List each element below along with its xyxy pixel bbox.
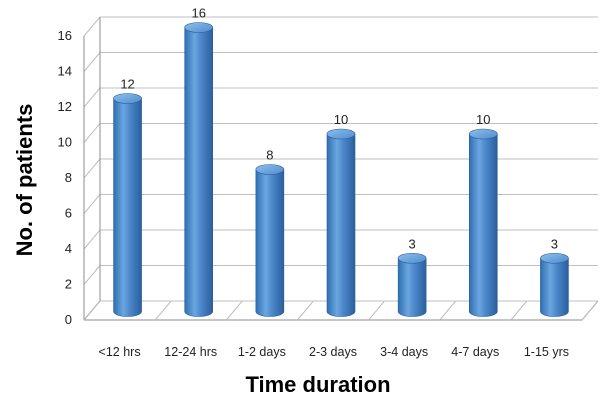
bar [113, 93, 142, 317]
y-axis-title: No. of patients [12, 104, 37, 257]
x-tick-label: 1-2 days [238, 345, 286, 359]
bar-body [255, 169, 285, 317]
gridline-side-12 [83, 87, 101, 108]
bar-body [184, 27, 214, 317]
bar [468, 128, 498, 317]
x-axis-title: Time duration [245, 372, 390, 397]
gridline-side-10 [83, 123, 101, 143]
floor-divider [368, 300, 385, 321]
bar-body [397, 257, 427, 317]
x-tick-labels: <12 hrs 12-24 hrs 1-2 days 2-3 days 3-4 days… [99, 345, 569, 359]
bar-top [540, 252, 569, 264]
x-tick-label: 2-3 days [309, 345, 357, 359]
data-label: 10 [334, 112, 348, 127]
bar-body [113, 98, 142, 317]
bar-top [326, 128, 356, 140]
floor-divider [154, 300, 172, 321]
floor-divider [297, 300, 314, 321]
bar [326, 128, 356, 317]
data-label: 8 [266, 148, 273, 163]
y-tick-label: 14 [58, 64, 72, 79]
bar-top [184, 22, 214, 33]
x-tick-label: 4-7 days [451, 345, 499, 359]
x-tick-label: 1-15 yrs [524, 345, 569, 359]
data-label: 16 [191, 6, 205, 21]
data-label: 3 [409, 236, 416, 251]
x-tick-label: 3-4 days [380, 345, 428, 359]
floor-divider [581, 300, 599, 321]
gridline-side-4 [83, 229, 101, 250]
y-tick-label: 0 [65, 312, 72, 327]
bar-top [397, 252, 427, 264]
y-tick-label: 4 [65, 241, 72, 256]
gridline-side-2 [83, 265, 101, 285]
bar-body [468, 133, 498, 317]
gridline-side-8 [83, 158, 101, 179]
data-labels: 12 16 8 10 3 10 3 [120, 6, 558, 252]
y-tick-label: 8 [65, 170, 72, 185]
y-tick-label: 16 [58, 28, 72, 43]
axes [83, 17, 599, 321]
x-tick-label: 12-24 hrs [164, 345, 217, 359]
y-tick-labels: 0 2 4 6 8 10 12 14 16 [58, 28, 72, 327]
data-label: 3 [551, 236, 558, 251]
bar-top [113, 93, 142, 104]
bar [184, 22, 214, 317]
bar-body [326, 133, 356, 317]
floor-divider [83, 300, 101, 321]
y-tick-label: 6 [65, 206, 72, 221]
data-label: 12 [120, 77, 134, 92]
bar [397, 252, 427, 317]
floor-divider [439, 300, 457, 321]
gridline-side-6 [83, 194, 101, 214]
bar-top [255, 164, 285, 175]
bar [540, 252, 569, 317]
floor-divider [510, 300, 528, 321]
bar-top [468, 128, 498, 140]
bars [113, 22, 569, 317]
bar [255, 164, 285, 317]
gridline-side-16 [83, 16, 101, 37]
y-tick-label: 10 [58, 135, 72, 150]
floor-divider [225, 300, 243, 321]
y-tick-label: 2 [65, 277, 72, 292]
bar-body [540, 257, 569, 317]
data-label: 10 [476, 112, 490, 127]
x-tick-label: <12 hrs [99, 345, 141, 359]
gridline-side-14 [83, 52, 101, 72]
y-tick-label: 12 [58, 99, 72, 114]
